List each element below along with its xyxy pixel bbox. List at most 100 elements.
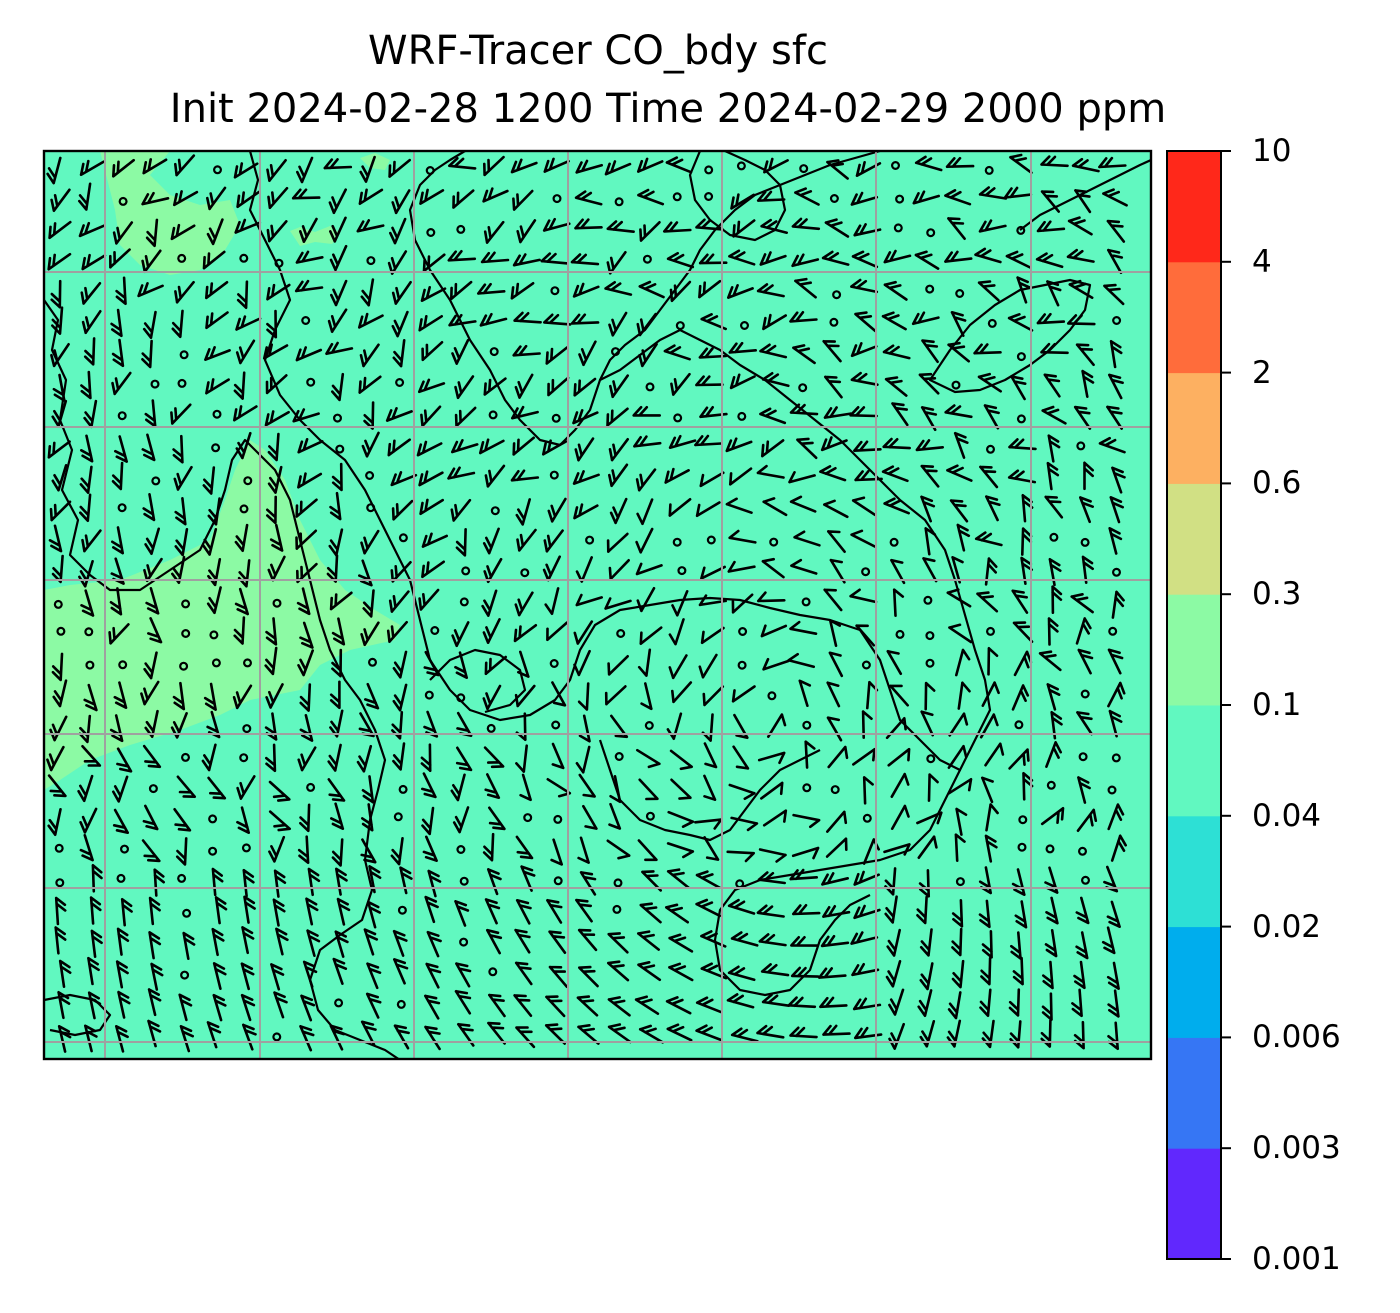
wind-barb [947, 217, 966, 240]
wind-barb [573, 620, 594, 645]
wind-barb [233, 162, 259, 179]
wind-barb [420, 405, 442, 428]
calm-wind-marker [1017, 842, 1027, 852]
wind-barb [236, 280, 249, 309]
wind-barb [606, 220, 635, 233]
wind-barb [1075, 343, 1095, 367]
wind-barb [356, 219, 385, 233]
wind-barb [488, 993, 506, 1018]
wind-barb [447, 250, 477, 262]
wind-barb [1101, 926, 1116, 955]
wind-barb [484, 655, 507, 676]
wind-barb [510, 282, 535, 300]
wind-barb [111, 461, 124, 491]
wind-barb [608, 559, 630, 581]
wind-barb [1040, 155, 1069, 168]
wind-barb [609, 497, 628, 525]
calm-wind-marker [365, 471, 375, 481]
colorbar-tick-label: 0.001 [1252, 1241, 1341, 1277]
lat-lon-gridlines [44, 151, 1151, 1059]
wind-barb [883, 249, 912, 264]
wind-barb [759, 407, 787, 425]
wind-barb [365, 992, 382, 1019]
wind-barb [307, 867, 321, 897]
wind-barb [947, 778, 973, 795]
wind-barb [327, 308, 348, 333]
wind-barb [364, 682, 380, 710]
calm-wind-marker [181, 628, 191, 638]
calm-wind-marker [926, 228, 936, 238]
wind-barb [332, 957, 348, 985]
wind-barb [1111, 466, 1126, 494]
wind-barb [1076, 711, 1093, 736]
wind-barb [83, 337, 96, 366]
wind-barb [234, 587, 249, 616]
wind-barb [80, 370, 92, 400]
wind-barb [954, 833, 966, 862]
wind-barb [727, 965, 756, 982]
wind-barb [884, 895, 898, 924]
wind-barb [299, 803, 311, 833]
wind-barb [1040, 807, 1065, 826]
wind-barb [170, 403, 192, 425]
colorbar-segment [1167, 151, 1221, 263]
wind-barb [482, 618, 501, 644]
wind-barb [361, 431, 380, 458]
wind-barb [141, 839, 161, 863]
calm-wind-marker [53, 599, 63, 609]
wind-barb [454, 406, 477, 428]
wind-barb [482, 527, 500, 555]
wind-barb [667, 810, 695, 828]
wind-barb [299, 683, 312, 712]
wind-barb [883, 843, 911, 856]
wind-barb [362, 589, 375, 618]
wind-barb [636, 748, 661, 769]
wind-barb [670, 778, 692, 800]
wind-barb [703, 774, 717, 801]
wind-barb [392, 742, 406, 771]
wind-barb [573, 377, 597, 397]
wind-barb [668, 618, 685, 646]
wind-barb [389, 217, 407, 245]
calm-wind-marker [85, 660, 95, 670]
wind-barb [1067, 314, 1096, 326]
wind-barb [265, 374, 288, 395]
wind-barb [297, 746, 317, 772]
wind-barb [202, 528, 218, 556]
wind-barb [51, 399, 68, 428]
wind-barb [886, 928, 901, 957]
wind-barb [1109, 496, 1124, 524]
wind-barb [265, 743, 277, 773]
wind-barb [804, 740, 816, 769]
wind-barb [920, 710, 934, 737]
wind-barb [912, 190, 940, 205]
wind-barb [762, 657, 790, 671]
wind-barb [201, 743, 217, 772]
wind-barb [297, 835, 310, 864]
wind-barb [266, 495, 277, 525]
wind-barb [91, 864, 103, 893]
wind-barb [694, 818, 723, 830]
wind-barb [638, 778, 659, 801]
wind-barb [761, 993, 791, 1007]
wind-barb [81, 744, 102, 767]
calm-wind-marker [861, 660, 871, 670]
wind-barb [702, 685, 725, 707]
calm-wind-marker [829, 194, 839, 204]
wind-barb [241, 926, 255, 955]
wind-barb [577, 836, 590, 864]
wind-barb [668, 498, 692, 517]
calm-wind-marker [672, 192, 682, 202]
wind-barb [1081, 369, 1095, 398]
wind-barb [296, 156, 314, 184]
high-co-region-north2 [360, 153, 390, 170]
wind-barb [267, 186, 289, 210]
wind-barb [1040, 342, 1069, 355]
wind-barb [295, 498, 318, 518]
wind-barb [666, 1023, 693, 1042]
calm-wind-marker [241, 843, 251, 853]
wind-barb [358, 188, 384, 205]
calm-wind-marker [242, 724, 252, 734]
wind-barb [488, 806, 506, 831]
wind-barb [78, 182, 92, 211]
